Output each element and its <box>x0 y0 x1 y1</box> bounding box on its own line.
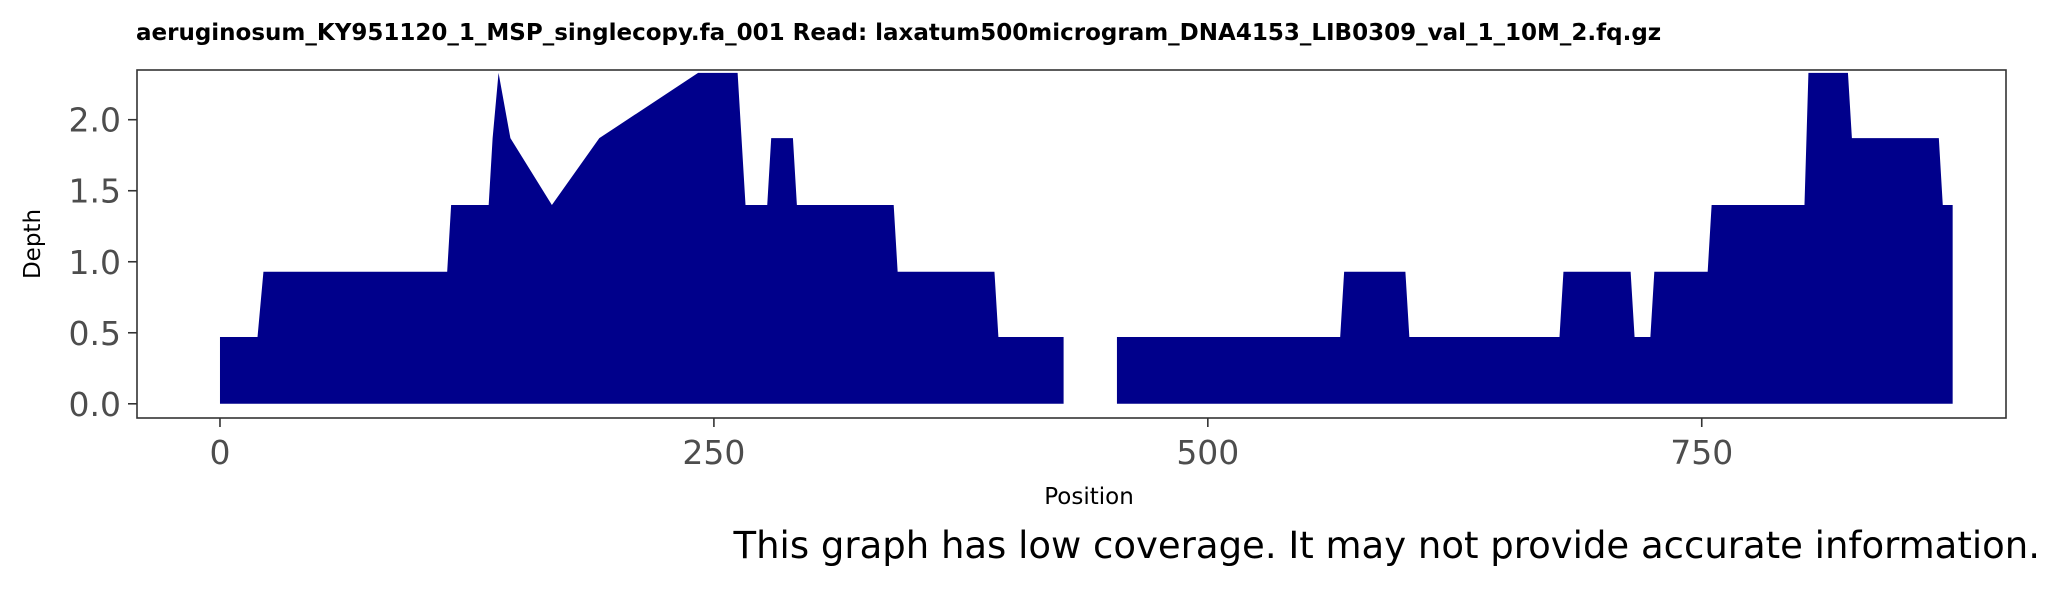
y-axis: 0.0 0.5 1.0 1.5 2.0 <box>69 101 137 424</box>
depth-area-segment-2 <box>1116 72 1953 404</box>
x-axis-title: Position <box>1044 484 1134 510</box>
x-tick-label: 0 <box>209 433 230 472</box>
x-tick-label: 500 <box>1176 433 1239 472</box>
y-tick-label: 0.5 <box>69 314 121 353</box>
y-tick-label: 1.5 <box>69 172 121 211</box>
depth-area-segment-1 <box>219 72 1064 404</box>
low-coverage-caption: This graph has low coverage. It may not … <box>733 524 2041 567</box>
series-layer <box>219 72 1953 404</box>
plot-panel-border <box>136 69 2007 419</box>
y-tick-label: 1.0 <box>69 243 121 282</box>
chart-title: aeruginosum_KY951120_1_MSP_singlecopy.fa… <box>136 20 1661 46</box>
y-axis-title: Depth <box>20 209 46 279</box>
y-tick-label: 2.0 <box>69 101 121 140</box>
x-tick-label: 250 <box>682 433 745 472</box>
y-tick-label: 0.0 <box>69 385 121 424</box>
x-axis: 0 250 500 750 <box>209 418 1733 472</box>
x-tick-label: 750 <box>1670 433 1733 472</box>
